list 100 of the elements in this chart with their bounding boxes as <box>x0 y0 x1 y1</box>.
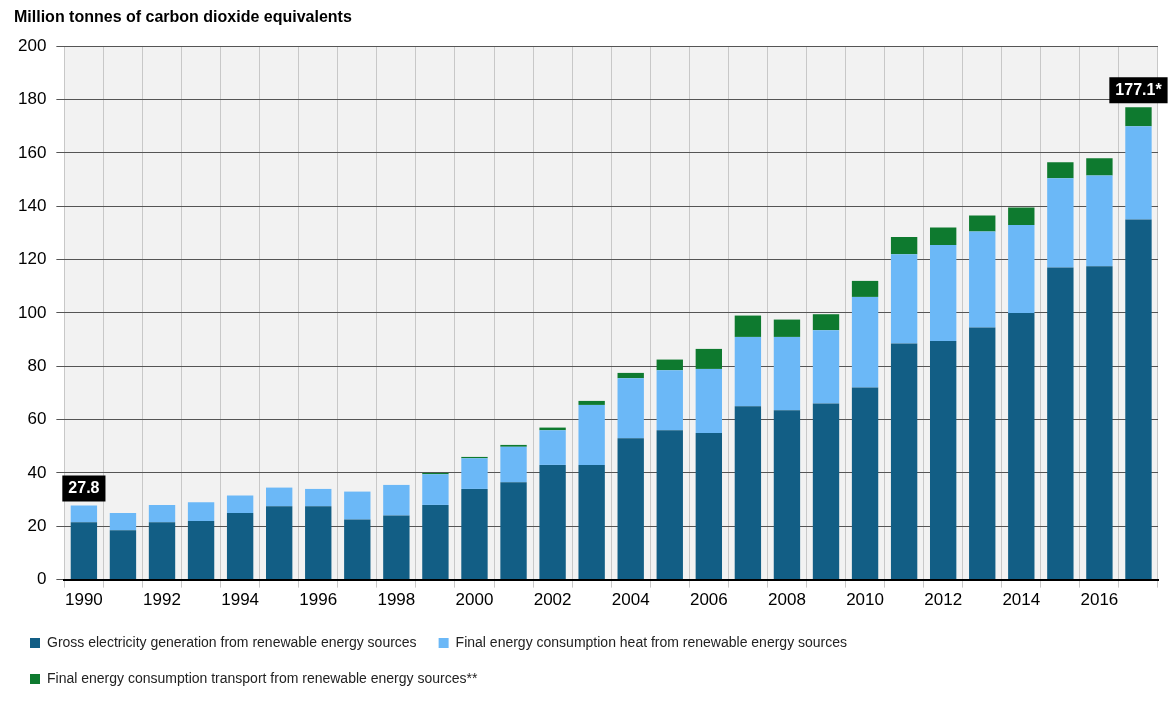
bar <box>266 506 293 580</box>
bar <box>695 432 723 580</box>
x-tick-label: 1998 <box>377 590 416 610</box>
bar <box>773 336 801 411</box>
bar <box>578 400 605 405</box>
bar <box>422 474 449 505</box>
x-tick-label: 1994 <box>221 590 260 610</box>
bar <box>305 506 332 580</box>
bar <box>656 370 683 431</box>
bar <box>969 231 996 328</box>
x-tick-label: 1992 <box>143 590 181 610</box>
bar <box>773 410 801 580</box>
bar <box>539 464 566 580</box>
bar <box>266 487 293 507</box>
bar <box>1086 266 1113 580</box>
bar <box>851 387 879 580</box>
x-tick-label: 2016 <box>1080 590 1119 610</box>
bar <box>461 488 488 580</box>
y-tick-label: 80 <box>27 355 47 375</box>
bar <box>773 319 801 337</box>
bar <box>70 505 98 523</box>
y-tick-label: 160 <box>17 142 47 162</box>
bar <box>969 327 996 580</box>
bar <box>344 491 371 520</box>
bar <box>1008 224 1035 313</box>
legend-label: Gross electricity generation from renewable energy sources <box>47 633 417 650</box>
bar <box>812 330 840 404</box>
bar <box>539 430 566 465</box>
bar <box>344 519 371 580</box>
bar <box>1047 267 1074 580</box>
bar <box>226 495 254 513</box>
x-tick-label: 2002 <box>533 590 572 610</box>
bar <box>890 343 918 580</box>
bar <box>890 236 918 255</box>
bar <box>695 368 723 433</box>
total-label: 27.8 <box>68 478 100 496</box>
bar <box>656 359 683 371</box>
bar <box>187 520 215 580</box>
total-label: 177.1* <box>1115 80 1163 98</box>
bar <box>1008 312 1035 580</box>
bar <box>1047 162 1074 179</box>
bar <box>1125 219 1152 580</box>
bar <box>734 315 762 337</box>
bar <box>969 215 996 232</box>
bar <box>70 522 98 580</box>
y-tick-label: 200 <box>17 35 47 55</box>
bar <box>1125 126 1152 220</box>
bar <box>890 254 918 344</box>
y-axis-title: Million tonnes of carbon dioxide equivalents <box>14 8 353 26</box>
bar <box>109 512 137 531</box>
bar <box>500 482 527 580</box>
bar <box>148 504 176 523</box>
bar <box>461 458 488 489</box>
bar <box>226 512 254 580</box>
y-tick-label: 140 <box>17 195 47 215</box>
bar <box>617 378 644 439</box>
bar <box>930 340 957 580</box>
bar <box>305 488 332 507</box>
bar <box>1008 207 1035 225</box>
bar <box>812 314 840 331</box>
y-tick-label: 100 <box>17 302 47 322</box>
bar <box>1086 158 1113 176</box>
bar <box>148 522 176 580</box>
bar <box>109 530 137 580</box>
bar <box>383 484 410 516</box>
bar <box>851 280 879 297</box>
x-tick-label: 2000 <box>455 590 494 610</box>
bar <box>578 404 605 465</box>
bar <box>930 227 957 245</box>
bar <box>187 502 215 521</box>
bar <box>812 403 840 580</box>
bar <box>734 336 762 407</box>
bar <box>617 372 644 379</box>
y-tick-label: 0 <box>36 569 47 589</box>
y-tick-label: 40 <box>27 462 47 482</box>
x-tick-label: 2004 <box>611 590 650 610</box>
legend-label: Final energy consumption heat from renewable energy sources <box>455 633 848 650</box>
bar <box>383 515 410 580</box>
y-tick-label: 60 <box>27 409 47 429</box>
bar <box>500 446 527 483</box>
bar <box>851 296 879 388</box>
x-tick-label: 2008 <box>768 590 806 610</box>
y-tick-label: 20 <box>27 515 47 535</box>
bar <box>656 430 683 580</box>
bar <box>734 406 762 580</box>
bar <box>578 464 605 580</box>
y-tick-label: 180 <box>17 89 47 109</box>
bar <box>1125 107 1152 127</box>
y-tick-label: 120 <box>17 249 47 269</box>
x-tick-label: 2012 <box>924 590 963 610</box>
bar <box>617 438 644 580</box>
bar <box>1086 175 1113 267</box>
x-tick-label: 1990 <box>64 590 103 610</box>
bar <box>1047 178 1074 268</box>
x-tick-label: 2010 <box>846 590 884 610</box>
bar <box>695 348 723 369</box>
x-tick-label: 1996 <box>299 590 338 610</box>
legend-label: Final energy consumption transport from renewable energy sources** <box>47 669 478 686</box>
x-tick-label: 2006 <box>689 590 728 610</box>
x-tick-label: 2014 <box>1002 590 1041 610</box>
